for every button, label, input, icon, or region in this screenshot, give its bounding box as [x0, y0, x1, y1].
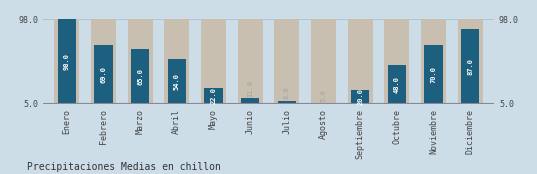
- Text: 69.0: 69.0: [100, 66, 106, 83]
- Bar: [168, 59, 186, 104]
- Text: 65.0: 65.0: [137, 68, 143, 85]
- Bar: [274, 19, 299, 104]
- Text: 20.0: 20.0: [357, 88, 363, 105]
- Bar: [458, 19, 483, 104]
- Bar: [164, 19, 189, 104]
- Text: 48.0: 48.0: [394, 76, 400, 93]
- Text: 87.0: 87.0: [467, 58, 473, 75]
- Text: 22.0: 22.0: [211, 87, 216, 104]
- Bar: [57, 19, 76, 104]
- Text: 98.0: 98.0: [64, 53, 70, 70]
- Bar: [311, 19, 336, 104]
- Bar: [91, 19, 116, 104]
- Bar: [388, 65, 406, 104]
- Text: Precipitaciones Medias en chillon: Precipitaciones Medias en chillon: [27, 162, 221, 172]
- Text: 5.0: 5.0: [321, 89, 326, 102]
- Bar: [128, 19, 153, 104]
- Bar: [384, 19, 409, 104]
- Bar: [95, 45, 113, 104]
- Bar: [201, 19, 226, 104]
- Bar: [461, 29, 480, 104]
- Text: 11.0: 11.0: [247, 80, 253, 97]
- Text: 8.0: 8.0: [284, 87, 290, 99]
- Bar: [204, 88, 223, 104]
- Bar: [54, 19, 79, 104]
- Bar: [238, 19, 263, 104]
- Bar: [348, 19, 373, 104]
- Bar: [241, 98, 259, 104]
- Bar: [421, 19, 446, 104]
- Bar: [424, 45, 442, 104]
- Text: 54.0: 54.0: [174, 73, 180, 90]
- Bar: [278, 101, 296, 104]
- Bar: [351, 90, 369, 104]
- Text: 70.0: 70.0: [431, 66, 437, 82]
- Bar: [131, 49, 149, 104]
